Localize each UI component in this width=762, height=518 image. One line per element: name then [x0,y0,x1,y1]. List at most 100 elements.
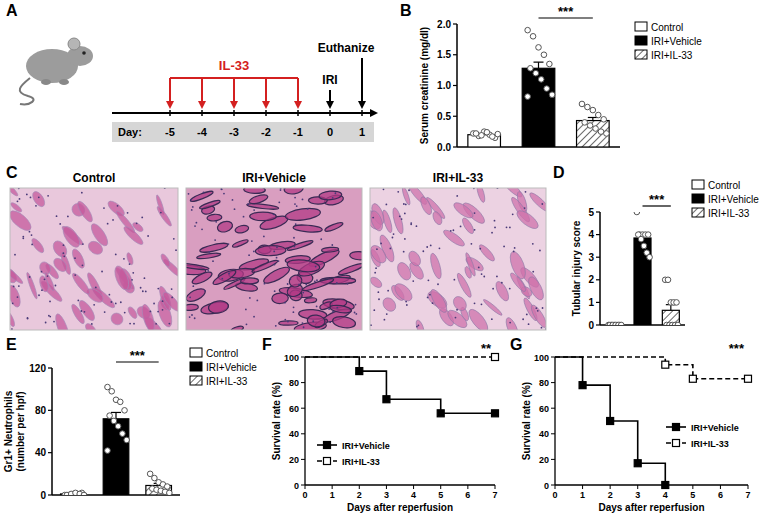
tubule [126,252,135,265]
nucleus [430,245,432,247]
data-point [645,232,651,238]
time-axis [112,112,376,114]
tissue-background [370,188,546,330]
tubule [186,286,207,304]
legend-label: IRI+Vehicle [342,441,390,451]
nucleus [19,198,21,200]
nucleus [513,251,515,253]
nucleus [246,323,248,325]
nucleus [274,290,276,292]
nucleus [453,279,455,281]
tubule [70,303,87,325]
panel-label: C [6,164,18,181]
tubule [230,325,244,330]
nucleus [18,285,20,287]
nucleus [412,280,414,282]
y-tick-label: 60 [289,404,299,414]
nucleus [292,311,294,313]
day-label: 0 [327,126,333,138]
y-tick [596,279,600,280]
nucleus [294,197,296,199]
nucleus [354,312,356,314]
nucleus [203,191,205,193]
nucleus [439,247,441,249]
tubule [319,190,342,200]
plot-area [468,27,609,147]
nucleus [155,323,157,325]
x-tick-label: 4 [663,490,668,500]
x-tick-label: 6 [718,490,723,500]
tubule [285,207,321,223]
y-tick [551,485,555,486]
event-arrow [329,90,331,107]
nucleus [399,215,401,217]
y-tick [48,452,52,453]
nucleus [120,301,122,303]
y-tick [551,382,555,383]
nucleus [331,244,333,246]
treatment-label: IL-33 [219,58,249,73]
nucleus [192,285,194,287]
histology-image [370,188,546,330]
y-axis-label: (number per hpf) [15,392,26,472]
day-label: -2 [261,126,271,138]
nucleus [124,312,126,314]
x-axis-label: Days after reperfusion [598,502,704,513]
marker [662,361,669,368]
nucleus [274,264,276,266]
nucleus [63,255,65,257]
nucleus [378,298,380,300]
survival-panel: F02040608010001234567Days after reperfus… [262,336,499,513]
y-tick-label: 3 [588,252,594,263]
nucleus [332,197,334,199]
y-tick [596,211,600,212]
nucleus [541,203,543,205]
nucleus [234,208,236,210]
nucleus [276,257,278,259]
tubule [251,259,279,274]
day-label: 1 [359,126,365,138]
tubule [287,273,304,289]
y-tick [551,408,555,409]
nucleus [278,201,280,203]
nucleus [377,291,379,293]
tubule [406,249,422,268]
nucleus [478,267,480,269]
treatment-arrow [233,78,235,107]
tubule [514,208,541,232]
y-tick-label: 1.0 [437,80,451,91]
data-point [579,101,585,107]
nucleus [314,280,316,282]
y-axis-label: Survival rate (%) [521,382,532,460]
nucleus [157,288,159,290]
y-tick [551,459,555,460]
tubule [482,298,503,317]
legend-swatch [692,194,704,203]
nucleus [280,189,282,191]
data-point [473,131,479,137]
mouse-icon [20,38,93,104]
nucleus [528,323,530,325]
tubule [349,251,362,260]
image-frame [10,188,178,330]
day-label: -1 [293,126,303,138]
tubule [75,199,95,224]
nucleus [273,213,275,215]
nucleus [296,205,298,207]
x-tick-label: 6 [465,490,470,500]
nucleus [248,254,250,256]
data-point [107,413,113,419]
legend-label: IRI+IL-33 [206,376,248,387]
plot-area [555,357,752,489]
nucleus [264,283,266,285]
panel-label: A [6,2,18,19]
nucleus [175,249,177,251]
x-tick-label: 1 [330,490,335,500]
data-point [544,86,550,92]
nucleus [373,309,375,311]
panel-label: B [400,2,412,19]
y-tick-label: 2 [588,274,594,285]
nucleus [506,226,508,228]
y-tick [551,433,555,434]
nucleus [150,311,152,313]
